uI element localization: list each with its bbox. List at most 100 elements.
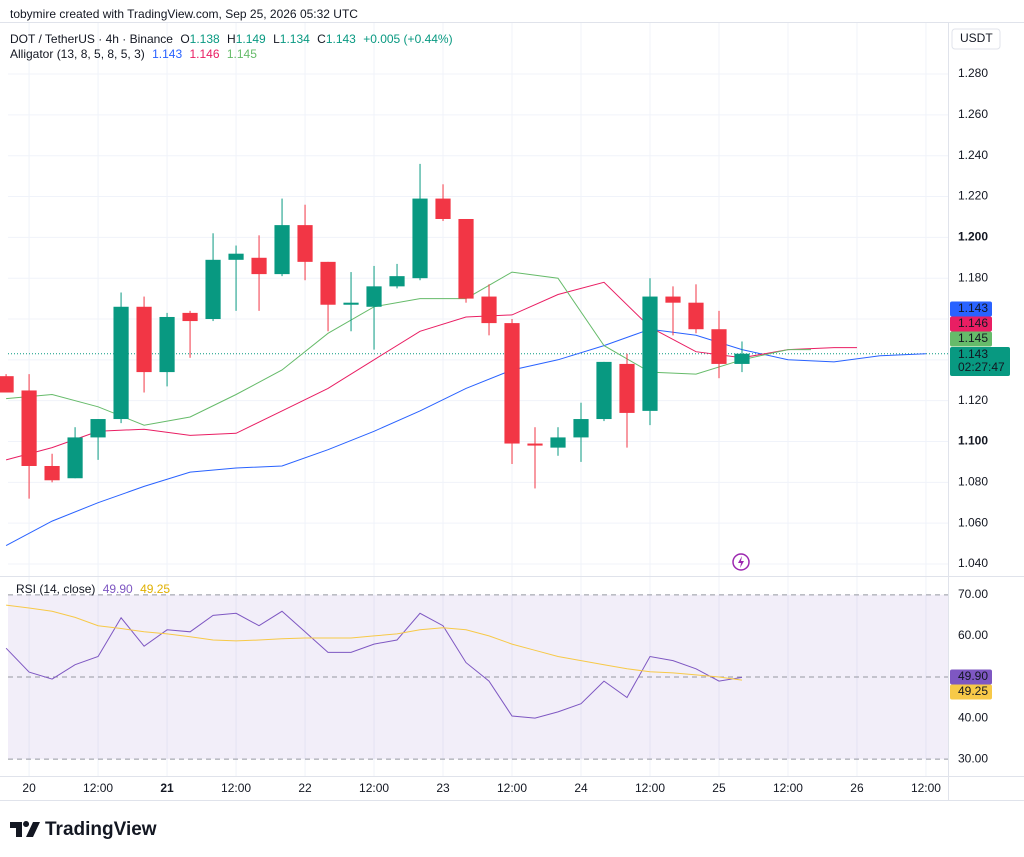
- symbol-legend: DOT / TetherUS · 4h · Binance O1.138 H1.…: [10, 32, 457, 46]
- candle-body: [734, 353, 750, 364]
- candle-body: [550, 437, 566, 448]
- candle-body: [412, 198, 428, 279]
- y-tick-label: 1.180: [958, 270, 988, 284]
- event-icon-bolt: [738, 556, 744, 568]
- alligator-price-label: 1.143: [958, 301, 988, 315]
- currency: USDT: [960, 31, 993, 45]
- rsi-tick-label: 60.00: [958, 628, 988, 642]
- o-label: O: [180, 32, 190, 46]
- brand-logo: [10, 821, 40, 837]
- y-tick-label: 1.260: [958, 107, 988, 121]
- rsi-price-label-box: [950, 684, 992, 700]
- x-tick-label: 24: [574, 781, 588, 795]
- candle-body: [251, 257, 267, 275]
- x-tick-label: 22: [298, 781, 312, 795]
- jaw-value: 1.143: [152, 47, 183, 61]
- y-tick-label: 1.060: [958, 515, 988, 529]
- y-tick-label: 1.120: [958, 393, 988, 407]
- candle-body: [527, 443, 543, 446]
- rsi-legend: RSI (14, close) 49.90 49.25: [16, 582, 174, 596]
- candle-body: [136, 306, 152, 373]
- rsi-tick-label: 30.00: [958, 751, 988, 765]
- x-tick-label: 25: [712, 781, 726, 795]
- candle-body: [113, 306, 129, 420]
- o-value: 1.138: [189, 32, 220, 46]
- candle-body: [343, 302, 359, 305]
- candle-body: [182, 312, 198, 322]
- candle-body: [366, 286, 382, 307]
- currency-box: [951, 28, 1001, 50]
- x-tick-label: 12:00: [83, 781, 113, 795]
- alligator-legend: Alligator (13, 8, 5, 8, 5, 3) 1.143 1.14…: [10, 47, 261, 61]
- y-tick-label: 1.280: [958, 66, 988, 80]
- alligator-price-label-box: [950, 331, 992, 347]
- alligator-price-label: 1.146: [958, 316, 988, 330]
- c-value: 1.143: [325, 32, 356, 46]
- candle-body: [67, 437, 83, 479]
- rsi-price-label-box: [950, 669, 992, 685]
- candle-body: [688, 302, 704, 330]
- rsi-price-label: 49.25: [958, 684, 988, 698]
- h-value: 1.149: [235, 32, 266, 46]
- rsi-value: 49.90: [102, 582, 133, 596]
- alligator-price-label-box: [950, 301, 992, 317]
- candle-body: [0, 376, 14, 393]
- last-price-box: [950, 347, 1010, 376]
- candle-body: [90, 419, 106, 438]
- x-tick-label: 12:00: [359, 781, 389, 795]
- rsi-line: [6, 604, 743, 681]
- y-tick-label: 1.100: [958, 434, 988, 448]
- candle-body: [297, 225, 313, 262]
- x-tick-label: 12:00: [773, 781, 803, 795]
- change: +0.005 (+0.44%): [363, 32, 453, 46]
- c-label: C: [317, 32, 326, 46]
- l-label: L: [273, 32, 280, 46]
- alligator-line: [5, 328, 927, 547]
- watermark: tobymire created with TradingView.com, S…: [10, 7, 358, 21]
- y-tick-label: 1.040: [958, 556, 988, 570]
- countdown: 02:27:47: [958, 360, 1005, 374]
- candle-body: [21, 390, 37, 466]
- x-tick-label: 12:00: [221, 781, 251, 795]
- y-tick-label: 1.080: [958, 474, 988, 488]
- alligator-price-label: 1.145: [958, 331, 988, 345]
- candle-body: [205, 259, 221, 320]
- brand-name: TradingView: [45, 819, 157, 840]
- x-tick-label: 12:00: [911, 781, 941, 795]
- last-price-label: 1.143: [958, 347, 988, 361]
- candle-body: [228, 253, 244, 260]
- candle-body: [596, 361, 612, 420]
- candle-body: [159, 316, 175, 373]
- x-tick-label: 20: [22, 781, 36, 795]
- rsi-tick-label: 40.00: [958, 710, 988, 724]
- candle-body: [44, 465, 60, 481]
- candle-body: [665, 296, 681, 303]
- rsi-tick-label: 70.00: [958, 587, 988, 601]
- candle-body: [642, 296, 658, 411]
- candle-body: [711, 329, 727, 364]
- rsi-label: RSI (14, close): [16, 582, 96, 596]
- rsi-ma-value: 49.25: [140, 582, 171, 596]
- y-tick-label: 1.200: [958, 230, 988, 244]
- x-tick-label: 12:00: [497, 781, 527, 795]
- candle-body: [481, 296, 497, 324]
- rsi-line: [5, 610, 743, 719]
- lips-value: 1.145: [226, 47, 257, 61]
- candle-body: [573, 419, 589, 438]
- rsi-price-label: 49.90: [958, 669, 988, 683]
- y-tick-label: 1.240: [958, 148, 988, 162]
- x-tick-label: 26: [850, 781, 864, 795]
- symbol: DOT / TetherUS · 4h · Binance: [10, 32, 173, 46]
- h-label: H: [227, 32, 236, 46]
- alligator-label: Alligator (13, 8, 5, 8, 5, 3): [10, 47, 145, 61]
- candle-body: [389, 276, 405, 287]
- candle-body: [619, 363, 635, 413]
- x-tick-label: 21: [160, 781, 174, 795]
- candle-body: [504, 323, 520, 444]
- candle-body: [320, 261, 336, 305]
- alligator-price-label-box: [950, 316, 992, 332]
- alligator-line: [5, 281, 857, 461]
- x-tick-label: 23: [436, 781, 450, 795]
